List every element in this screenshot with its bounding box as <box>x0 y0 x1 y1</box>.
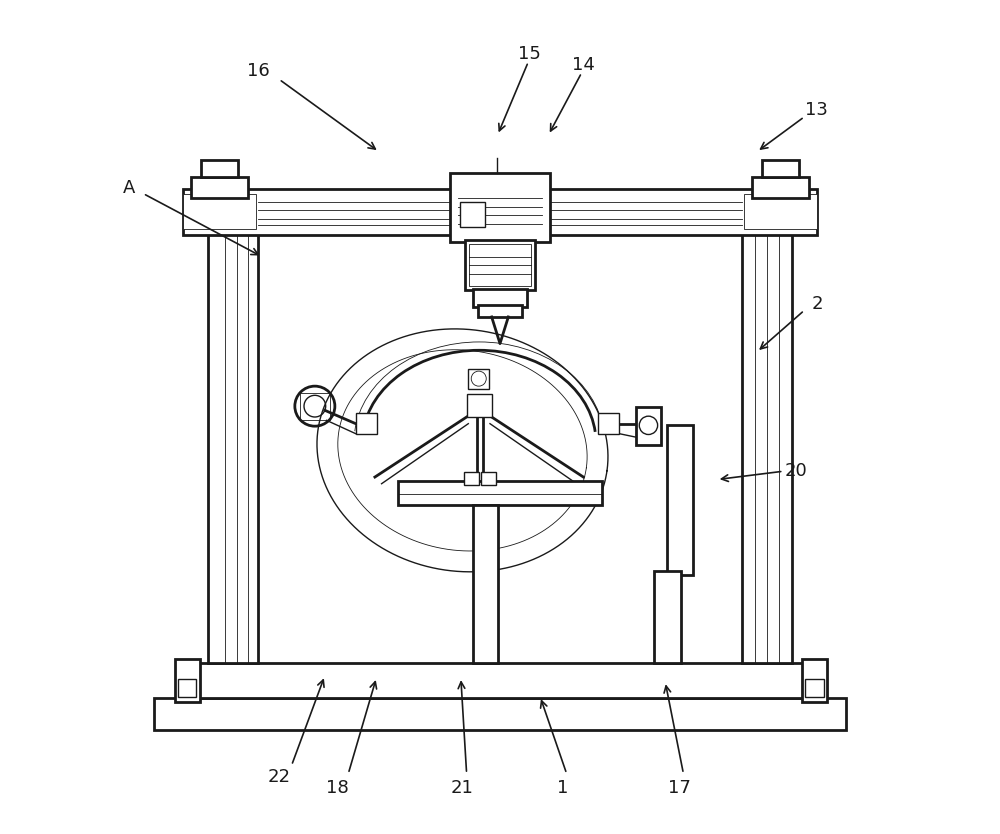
Text: 21: 21 <box>451 779 474 797</box>
Bar <box>468 369 489 389</box>
Bar <box>175 659 200 702</box>
Bar <box>478 305 522 317</box>
Bar <box>183 189 817 235</box>
Bar <box>473 289 527 307</box>
Bar <box>467 394 492 417</box>
Text: 20: 20 <box>785 462 807 480</box>
Bar <box>464 472 479 485</box>
Bar <box>802 659 827 702</box>
Bar <box>178 679 196 697</box>
Text: 18: 18 <box>326 779 349 797</box>
Text: 14: 14 <box>572 56 595 74</box>
Text: 1: 1 <box>557 779 568 797</box>
Bar <box>654 571 681 663</box>
Bar <box>450 173 550 242</box>
Bar <box>356 413 377 434</box>
Text: 13: 13 <box>805 101 828 119</box>
Text: 22: 22 <box>267 768 290 786</box>
Bar <box>762 160 799 177</box>
Bar <box>805 679 824 697</box>
Text: A: A <box>123 178 135 197</box>
Bar <box>154 698 846 730</box>
Bar <box>191 177 248 198</box>
Bar <box>473 505 498 663</box>
Bar <box>752 177 809 198</box>
Bar <box>469 244 531 286</box>
Bar <box>183 194 256 229</box>
Bar <box>636 407 661 445</box>
Bar <box>742 229 792 663</box>
Text: 17: 17 <box>668 779 691 797</box>
Bar <box>481 472 496 485</box>
Text: 15: 15 <box>518 45 541 63</box>
Bar <box>465 240 535 290</box>
Text: 16: 16 <box>247 62 270 80</box>
Bar <box>598 413 619 434</box>
Bar <box>398 481 602 505</box>
Bar <box>201 160 238 177</box>
Bar <box>744 194 817 229</box>
Bar <box>208 229 258 663</box>
Bar <box>300 393 330 420</box>
Text: 2: 2 <box>811 295 823 314</box>
Bar <box>460 202 485 227</box>
Bar <box>191 663 809 698</box>
Bar <box>667 425 693 575</box>
